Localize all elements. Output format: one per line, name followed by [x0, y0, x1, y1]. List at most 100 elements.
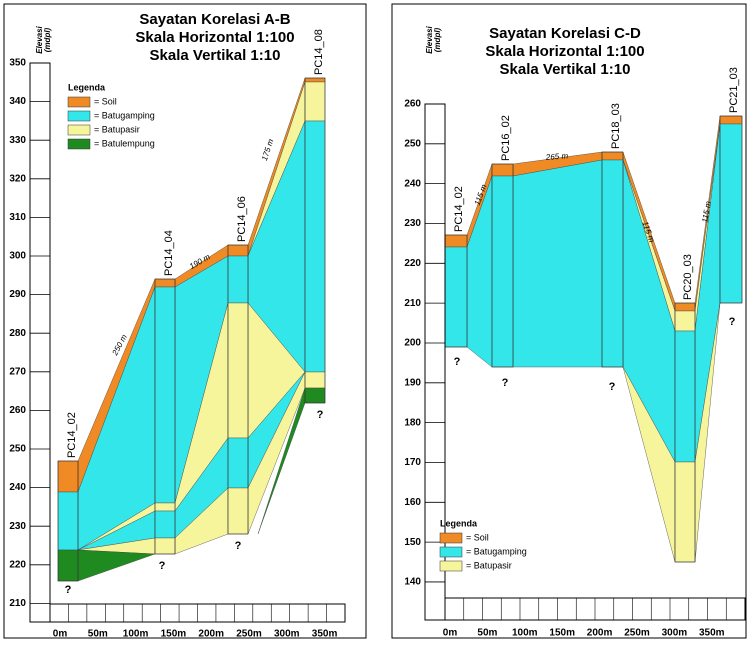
x-tick-label: 0m — [53, 629, 68, 640]
y-tick-label: 280 — [9, 328, 26, 339]
legend-item: = Batupasir — [94, 124, 140, 134]
y-tick-label: 190 — [404, 377, 421, 388]
y-tick-label: 200 — [404, 338, 421, 349]
y-tick-label: 330 — [9, 135, 26, 146]
title: Skala Horizontal 1:100 — [485, 43, 644, 60]
layer — [492, 176, 513, 367]
x-tick-label: 300m — [662, 628, 688, 639]
y-tick-label: 340 — [9, 96, 26, 107]
layer — [155, 279, 175, 287]
y-tick-label: 310 — [9, 212, 26, 223]
y-tick-label: 220 — [404, 258, 421, 269]
layer — [305, 78, 325, 82]
layer — [445, 247, 467, 347]
legend-swatch — [440, 561, 462, 571]
layer — [675, 331, 695, 462]
layer — [155, 503, 175, 511]
y-tick-label: 350 — [9, 58, 26, 69]
page: {"panels": [ {"title": ["Sayatan Korelas… — [0, 0, 750, 642]
y-tick-label: 210 — [404, 298, 421, 309]
layer — [492, 164, 513, 176]
unknown-mark: ? — [729, 316, 736, 328]
y-tick-label: 270 — [9, 366, 26, 377]
y-tick-label: 290 — [9, 289, 26, 300]
y-tick-label: 160 — [404, 497, 421, 508]
y-tick-label: 260 — [404, 99, 421, 110]
y-tick-label: 210 — [9, 598, 26, 609]
legend-title: Legenda — [68, 82, 106, 92]
y-tick-label: 230 — [9, 521, 26, 532]
layer — [228, 256, 248, 303]
layer — [513, 160, 602, 367]
y-tick-label: 150 — [404, 537, 421, 548]
unknown-mark: ? — [609, 381, 616, 393]
title: Skala Vertikal 1:10 — [150, 47, 281, 64]
legend-swatch — [68, 97, 90, 107]
y-tick-label: 230 — [404, 218, 421, 229]
legend-item: = Soil — [94, 96, 117, 106]
unknown-mark: ? — [159, 560, 166, 572]
y-tick-label: 180 — [404, 417, 421, 428]
layer — [305, 82, 325, 121]
layer — [155, 538, 175, 554]
layer — [228, 488, 248, 534]
title: Sayatan Korelasi A-B — [139, 11, 290, 28]
x-tick-label: 50m — [477, 628, 497, 639]
well-label: PC14_04 — [163, 230, 175, 276]
y-tick-label: 170 — [404, 457, 421, 468]
legend-swatch — [68, 139, 90, 149]
layer — [155, 287, 175, 503]
legend-swatch — [68, 125, 90, 135]
title: Sayatan Korelasi C-D — [489, 25, 641, 42]
legend-item: = Soil — [466, 532, 489, 542]
x-tick-label: 200m — [587, 628, 613, 639]
x-tick-label: 50m — [88, 629, 108, 640]
well-label: PC20_03 — [682, 254, 694, 300]
y-tick-label: 260 — [9, 405, 26, 416]
legend-swatch — [440, 533, 462, 543]
well-label: PC18_03 — [610, 103, 622, 149]
y-tick-label: 320 — [9, 173, 26, 184]
well-label: PC14_08 — [313, 29, 325, 75]
unknown-mark: ? — [65, 584, 72, 596]
y-axis-column — [30, 63, 50, 622]
layer — [602, 160, 623, 367]
well-label: PC14_02 — [66, 412, 78, 458]
figure: Sayatan Korelasi A-BSkala Horizontal 1:1… — [0, 0, 750, 642]
legend-item: = Batulempung — [94, 138, 155, 148]
layer — [305, 121, 325, 372]
layer — [155, 511, 175, 538]
x-tick-label: 350m — [312, 629, 338, 640]
unknown-mark: ? — [502, 377, 509, 389]
x-tick-label: 100m — [512, 628, 538, 639]
title: Skala Vertikal 1:10 — [500, 61, 631, 78]
y-tick-label: 250 — [404, 138, 421, 149]
legend-swatch — [68, 111, 90, 121]
well-label: PC14_02 — [453, 186, 465, 232]
legend-swatch — [440, 547, 462, 557]
layer — [228, 303, 248, 438]
x-tick-label: 100m — [123, 629, 149, 640]
unknown-mark: ? — [317, 409, 324, 421]
x-tick-label: 150m — [161, 629, 187, 640]
legend-item: = Batugamping — [466, 546, 527, 556]
layer — [675, 462, 695, 562]
layer — [58, 492, 78, 550]
y-tick-label: 300 — [9, 251, 26, 262]
layer — [228, 245, 248, 256]
layer — [305, 388, 325, 403]
legend-title: Legenda — [440, 518, 478, 528]
x-tick-label: 0m — [443, 628, 458, 639]
y-axis-label: (mdpl) — [433, 27, 442, 52]
layer — [58, 461, 78, 492]
layer — [228, 438, 248, 488]
layer — [305, 372, 325, 388]
well-label: PC14_06 — [236, 196, 248, 242]
layer — [720, 116, 742, 124]
y-tick-label: 240 — [404, 178, 421, 189]
unknown-mark: ? — [235, 540, 242, 552]
title: Skala Horizontal 1:100 — [135, 29, 294, 46]
unknown-mark: ? — [454, 356, 461, 368]
y-tick-label: 250 — [9, 444, 26, 455]
layer — [675, 311, 695, 331]
